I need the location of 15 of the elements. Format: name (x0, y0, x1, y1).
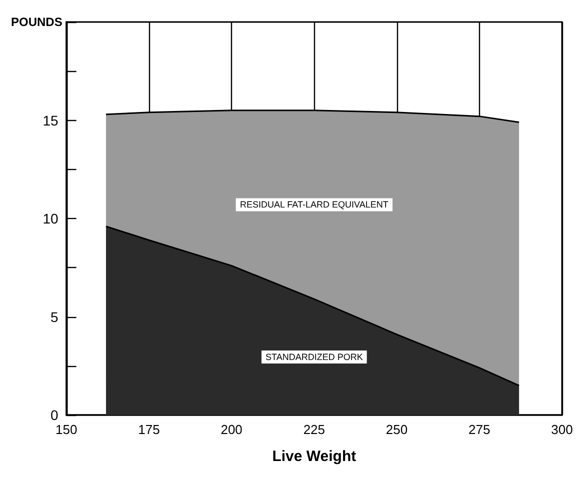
series-label: STANDARDIZED PORK (266, 352, 363, 362)
x-axis-title: Live Weight (272, 448, 356, 465)
x-tick-label: 200 (220, 422, 242, 437)
y-axis-title: POUNDS (10, 15, 62, 29)
x-tick-label: 175 (138, 422, 160, 437)
series-label: RESIDUAL FAT-LARD EQUIVALENT (240, 200, 389, 210)
y-tick-label: 10 (42, 210, 59, 226)
x-tick-label: 275 (468, 422, 490, 437)
x-tick-label: 250 (386, 422, 408, 437)
x-tick-label: 225 (303, 422, 326, 437)
x-tick-label: 150 (55, 422, 78, 437)
y-tick-label: 0 (50, 407, 59, 423)
y-tick-label: 15 (42, 112, 59, 128)
y-tick-label: 5 (50, 308, 59, 325)
x-tick-label: 300 (551, 422, 573, 437)
